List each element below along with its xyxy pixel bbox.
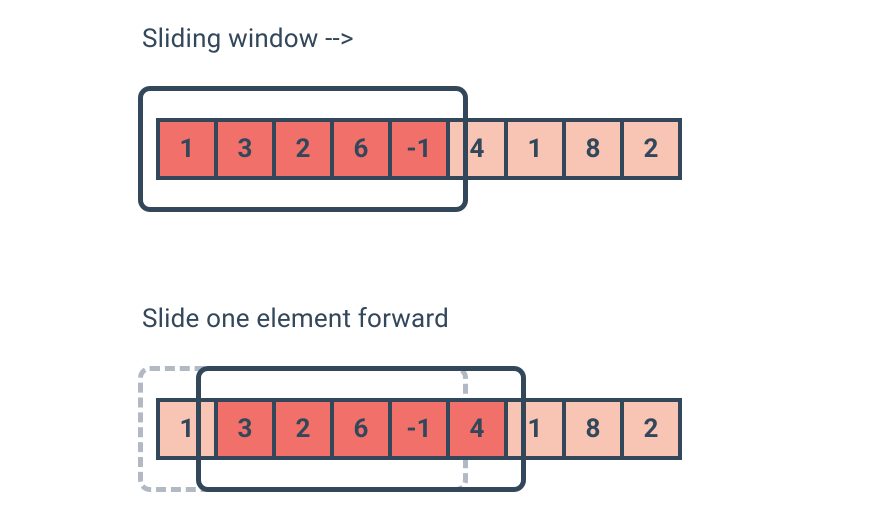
cell: 8 [562,118,624,180]
sliding-window-frame-1 [138,86,468,212]
cell: 2 [620,398,682,460]
cell: 2 [620,118,682,180]
caption-slide-forward: Slide one element forward [142,304,449,334]
cell: 1 [504,118,566,180]
sliding-window-frame-2 [196,366,526,492]
cell: 8 [562,398,624,460]
caption-sliding-window: Sliding window --> [142,24,354,54]
